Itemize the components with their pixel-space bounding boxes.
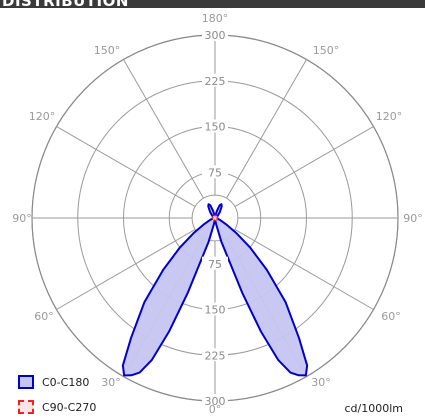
legend-label-c90-c270: C90-C270	[42, 400, 97, 414]
radial-tick-label-225-top: 225	[205, 75, 226, 88]
radial-tick-bg-150-bottom	[202, 302, 228, 316]
angle-label-6: 90°	[403, 212, 423, 225]
angle-label-8: 60°	[381, 310, 401, 323]
radial-tick-bg-300-top	[202, 28, 228, 41]
radial-tick-label-225-bottom: 225	[205, 349, 226, 362]
radial-tick-label-300-top: 300	[205, 29, 226, 42]
angle-label-10: 30°	[311, 376, 331, 389]
section-header: DISTRIBUTION	[0, 0, 425, 8]
angle-label-3: 120°	[29, 110, 56, 123]
grid-ray-120-right	[234, 126, 374, 207]
radial-tick-label-150-top: 150	[205, 121, 226, 134]
series-c90-c270-curve	[211, 214, 219, 222]
radial-tick-labels: 75 75 150 150 225 225 300 300	[202, 28, 228, 408]
angle-label-0: 180°	[202, 12, 229, 25]
radial-tick-bg-75-bottom	[202, 256, 228, 270]
radial-tick-label-150-bottom: 150	[205, 304, 226, 317]
radial-tick-label-300-bottom: 300	[205, 395, 226, 408]
angle-label-5: 90°	[12, 212, 32, 225]
angle-label-7: 60°	[34, 310, 54, 323]
radial-tick-label-75-bottom: 75	[208, 258, 222, 271]
angle-label-1: 150°	[94, 44, 121, 57]
angle-label-4: 120°	[376, 110, 403, 123]
grid-ray-150-left	[123, 59, 204, 199]
angle-labels: 180° 150° 150° 120° 120° 90° 90° 60° 60° 30° 30° 0°	[12, 12, 423, 416]
grid-ray-60-left	[56, 229, 196, 310]
legend-item-c0-c180: C0-C180	[18, 374, 89, 390]
legend-swatch-c0-c180	[18, 375, 34, 389]
angle-label-11: 0°	[209, 403, 222, 416]
radial-tick-bg-150-top	[202, 119, 228, 133]
legend-swatch-c90-c270	[18, 400, 34, 414]
angle-label-2: 150°	[313, 44, 340, 57]
section-title: DISTRIBUTION	[2, 0, 129, 8]
series-layer	[121, 203, 309, 377]
legend-item-c90-c270: C90-C270	[18, 399, 96, 415]
grid-ray-60-right	[234, 229, 374, 310]
angle-label-9: 30°	[101, 376, 121, 389]
radial-tick-bg-225-bottom	[202, 348, 228, 362]
unit-label: cd/1000lm	[344, 402, 403, 415]
radial-tick-bg-225-top	[202, 73, 228, 87]
grid-ray-150-right	[226, 59, 307, 199]
radial-tick-label-75-top: 75	[208, 166, 222, 179]
grid-ray-120-left	[56, 126, 196, 207]
radial-tick-bg-75-top	[202, 165, 228, 179]
radial-tick-bg-300-bottom	[202, 394, 228, 407]
legend-label-c0-c180: C0-C180	[42, 375, 90, 389]
